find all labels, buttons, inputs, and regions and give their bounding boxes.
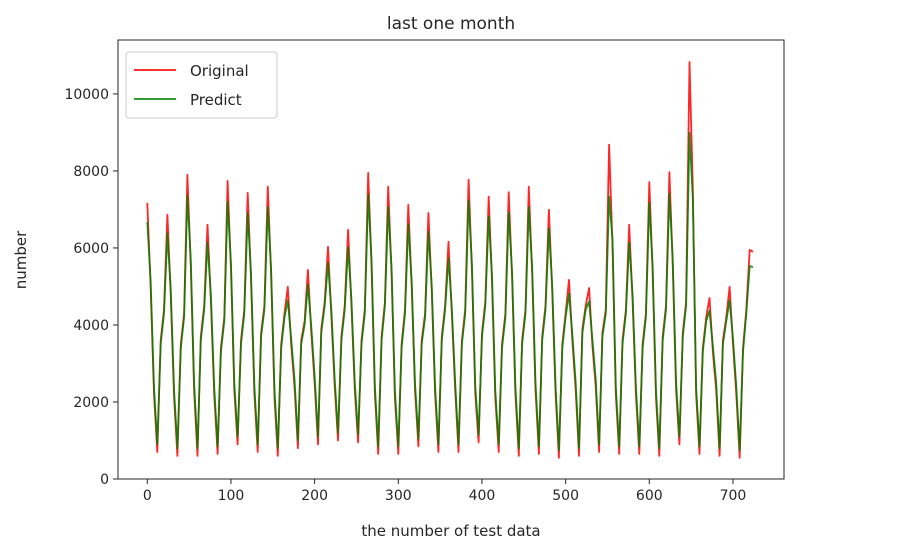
x-tick-label: 100: [218, 488, 245, 504]
y-tick-label: 0: [100, 472, 109, 488]
x-tick-label: 300: [385, 488, 412, 504]
legend-label-original: Original: [190, 62, 249, 80]
x-axis-label: the number of test data: [361, 522, 540, 540]
series-lines: [146, 61, 754, 459]
y-tick-label: 10000: [64, 87, 109, 103]
y-tick-label: 2000: [73, 395, 109, 411]
x-tick-label: 0: [143, 488, 152, 504]
x-tick-label: 500: [552, 488, 579, 504]
legend: Original Predict: [125, 51, 278, 119]
x-tick-label: 700: [720, 488, 747, 504]
x-tick-label: 600: [636, 488, 663, 504]
series-line-predict: [146, 131, 754, 451]
plot-frame: [117, 39, 785, 480]
x-tick-label: 400: [469, 488, 496, 504]
y-tick-label: 6000: [73, 241, 109, 257]
x-tick-label: 200: [301, 488, 328, 504]
axis-ticks: 0 100 200 300 400 500 600 700 0 2000 4000 6000 8000 1…: [64, 87, 746, 504]
y-tick-label: 8000: [73, 164, 109, 180]
y-tick-label: 4000: [73, 318, 109, 334]
y-axis-label: number: [12, 230, 30, 289]
chart-title: last one month: [387, 14, 515, 34]
legend-label-predict: Predict: [190, 91, 242, 109]
legend-box: [125, 51, 278, 119]
